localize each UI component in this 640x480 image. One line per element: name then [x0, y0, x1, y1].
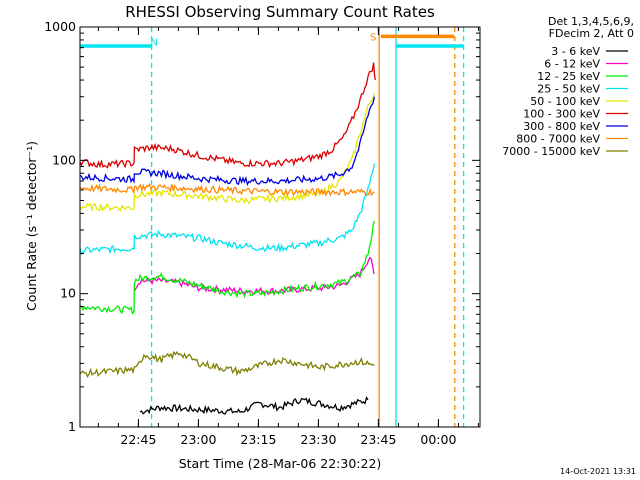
annotation-label: S — [370, 32, 376, 43]
series-line — [79, 350, 375, 378]
legend-entry-label: 50 - 100 keV — [530, 95, 600, 108]
legend-entry-label: 12 - 25 keV — [537, 70, 600, 83]
y-tick-label: 100 — [52, 152, 76, 167]
legend-header-2: FDecim 2, Att 0 — [549, 27, 634, 40]
series-line — [79, 92, 376, 213]
y-tick-label: 1 — [68, 419, 76, 434]
x-tick-label: 23:45 — [360, 432, 396, 447]
axes: 22:45 23:00 23:15 23:30 23:45 00:00 1 10 100 1000 — [44, 19, 481, 447]
x-tick-label: 22:45 — [120, 432, 156, 447]
footer-timestamp: 14-Oct-2021 13:31 — [560, 467, 636, 476]
legend-entry-label: 800 - 7000 keV — [516, 133, 600, 146]
series-line — [79, 182, 375, 197]
legend-entry-label: 300 - 800 keV — [523, 120, 600, 133]
x-tick-label: 23:00 — [180, 432, 216, 447]
x-tick-label: 00:00 — [420, 432, 456, 447]
x-axis-label: Start Time (28-Mar-06 22:30:22) — [179, 456, 382, 471]
annotation-label: N — [150, 37, 157, 48]
x-tick-label: 23:30 — [300, 432, 336, 447]
series-line — [133, 256, 375, 296]
legend: Det 1,3,4,5,6,9, FDecim 2, Att 0 3 - 6 k… — [502, 15, 634, 158]
y-tick-label: 10 — [60, 286, 76, 301]
y-axis-label: Count Rate (s⁻¹ detector⁻¹) — [24, 141, 39, 311]
y-tick-label: 1000 — [44, 19, 76, 34]
series-line — [139, 396, 369, 415]
legend-entry-label: 3 - 6 keV — [551, 45, 600, 58]
series-line — [79, 62, 376, 169]
series-line — [79, 220, 376, 315]
series-line — [79, 163, 376, 256]
legend-entry-label: 25 - 50 keV — [537, 83, 600, 96]
chart-title: RHESSI Observing Summary Count Rates — [125, 3, 435, 21]
plot-frame — [79, 26, 481, 428]
series-line — [79, 96, 376, 187]
x-tick-label: 23:15 — [240, 432, 276, 447]
legend-header-1: Det 1,3,4,5,6,9, — [548, 15, 634, 28]
legend-entry-label: 6 - 12 keV — [544, 58, 600, 71]
legend-entry-label: 7000 - 15000 keV — [502, 145, 600, 158]
legend-entry-label: 100 - 300 keV — [523, 108, 600, 121]
